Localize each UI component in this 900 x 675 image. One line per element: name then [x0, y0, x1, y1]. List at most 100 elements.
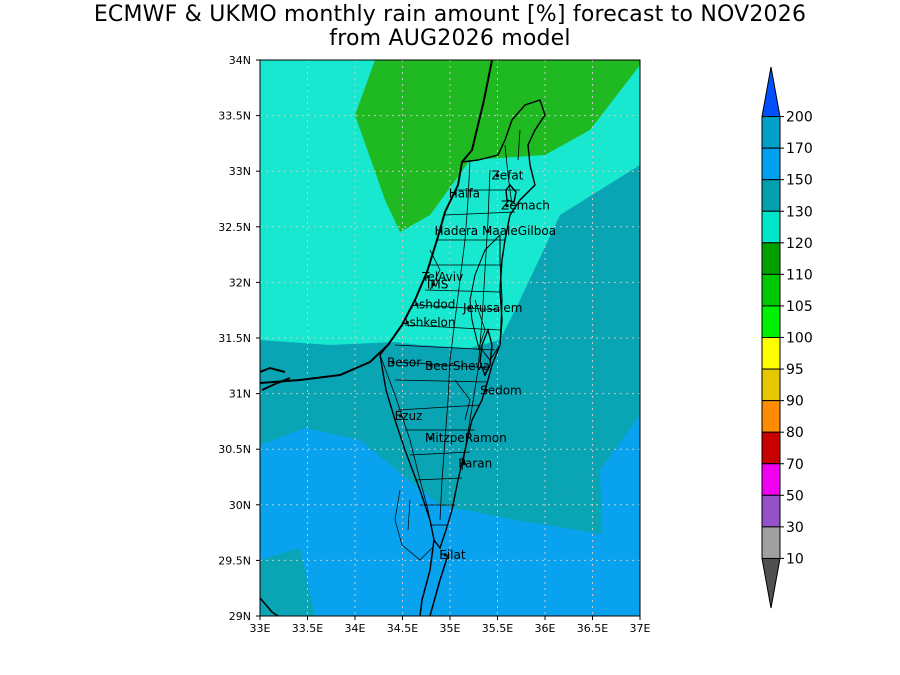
colorbar-segment — [761, 368, 781, 402]
place-label: Jerusalem — [462, 301, 522, 315]
place-marker — [467, 306, 471, 310]
place-label: Hadera — [435, 224, 479, 238]
colorbar-label: 110 — [786, 267, 813, 283]
district-lines — [394, 129, 521, 526]
colorbar-label: 30 — [786, 520, 804, 536]
colorbar-label: 120 — [786, 236, 813, 252]
colorbar: 200 170 150 130 120 110 105 100 95 90 80 70 50 30 10 — [761, 66, 813, 609]
contour-teal-southwest — [260, 548, 315, 616]
place-markers: Zefat Haifa Zemach Hadera MaaleGilboa TelAviv… — [387, 169, 556, 562]
colorbar-label: 95 — [786, 362, 804, 378]
place-label: Paran — [458, 457, 492, 471]
longitude-labels: 33E 33.5E 34E 34.5E 35E 35.5E 36E 36.5E … — [250, 622, 651, 635]
egypt-border — [379, 354, 435, 541]
place-marker — [486, 229, 490, 233]
colorbar-min-arrow — [761, 557, 781, 609]
place-marker — [429, 436, 433, 440]
place-marker — [405, 320, 409, 325]
place-label: Ashkelon — [401, 315, 455, 329]
lon-label: 33.5E — [292, 622, 323, 635]
colorbar-segment — [761, 116, 781, 149]
place-marker — [484, 388, 488, 392]
place-marker — [391, 360, 395, 365]
place-label: Haifa — [449, 186, 480, 200]
lon-label: 33E — [250, 622, 271, 635]
colorbar-segment — [761, 337, 781, 370]
lat-label: 31N — [229, 388, 251, 401]
colorbar-label: 70 — [786, 457, 804, 473]
place-marker — [438, 229, 443, 233]
place-marker — [495, 174, 500, 178]
colorbar-label: 130 — [786, 204, 813, 220]
gulf-of-aqaba — [419, 539, 449, 616]
lat-label: 30N — [229, 499, 251, 512]
colorbar-label: 200 — [786, 110, 813, 126]
lon-label: 34.5E — [387, 622, 418, 635]
lon-label: 37E — [630, 622, 651, 635]
place-label: Ashdod — [411, 298, 456, 312]
colorbar-segment — [761, 526, 781, 559]
tick-marks — [256, 59, 641, 620]
lon-label: 35.5E — [482, 622, 513, 635]
place-marker — [415, 303, 419, 307]
colorbar-segment — [761, 179, 781, 212]
lat-label: 32N — [229, 276, 251, 289]
place-marker — [426, 275, 430, 279]
place-label: TelAviv — [421, 270, 463, 284]
place-label: Sedom — [480, 383, 522, 397]
colorbar-label: 50 — [786, 488, 804, 504]
place-label: Ezuz — [395, 409, 423, 423]
coastline — [260, 60, 493, 384]
place-marker — [443, 553, 447, 557]
place-marker — [505, 204, 509, 208]
colorbar-label: 10 — [786, 551, 804, 567]
sinai-coast — [260, 366, 291, 391]
lon-label: 34E — [345, 622, 366, 635]
lon-label: 36E — [535, 622, 556, 635]
place-marker — [453, 191, 457, 196]
place-label: MaaleGilboa — [482, 224, 556, 238]
colorbar-segment — [761, 305, 781, 338]
lon-label: 36.5E — [577, 622, 608, 635]
colorbar-segment — [761, 273, 781, 307]
colorbar-segment — [761, 431, 781, 465]
colorbar-segment — [761, 210, 781, 244]
colorbar-segment — [761, 494, 781, 528]
lat-label: 32.5N — [218, 221, 251, 234]
colorbar-segment — [761, 400, 781, 433]
colorbar-segment — [761, 242, 781, 275]
colorbar-label: 170 — [786, 141, 813, 157]
lon-label: 35E — [440, 622, 461, 635]
latitude-labels: 34N 33.5N 33N 32.5N 32N 31.5N 31N 30.5N … — [218, 54, 251, 623]
place-label: Zemach — [501, 199, 550, 213]
place-label: Eilat — [439, 548, 466, 562]
place-marker — [431, 283, 435, 287]
colorbar-segment — [761, 147, 781, 181]
lat-label: 29N — [229, 610, 251, 623]
place-marker — [399, 414, 403, 418]
suez-corner — [260, 597, 279, 616]
lat-label: 33N — [229, 165, 251, 178]
lat-label: 29.5N — [218, 554, 251, 567]
dead-sea — [479, 327, 493, 377]
colorbar-segment — [761, 463, 781, 496]
place-marker — [429, 364, 433, 368]
chart-title: ECMWF & UKMO monthly rain amount [%] for… — [93, 2, 807, 27]
colorbar-label: 105 — [786, 299, 813, 315]
place-label: Besor — [387, 355, 421, 369]
colorbar-label: 150 — [786, 173, 813, 189]
sea-of-galilee — [505, 183, 517, 203]
place-marker — [462, 462, 466, 466]
place-label: Zefat — [492, 169, 524, 183]
place-label: IMS — [427, 278, 449, 292]
chart-subtitle: from AUG2026 model — [329, 26, 571, 51]
lat-label: 33.5N — [218, 110, 251, 123]
colorbar-label: 100 — [786, 331, 813, 347]
colorbar-label: 90 — [786, 394, 804, 410]
lat-label: 34N — [229, 54, 251, 67]
west-bank-border — [469, 233, 503, 361]
colorbar-label: 80 — [786, 425, 804, 441]
contour-light-blue-east — [600, 415, 640, 616]
sinai-lines — [394, 489, 433, 561]
